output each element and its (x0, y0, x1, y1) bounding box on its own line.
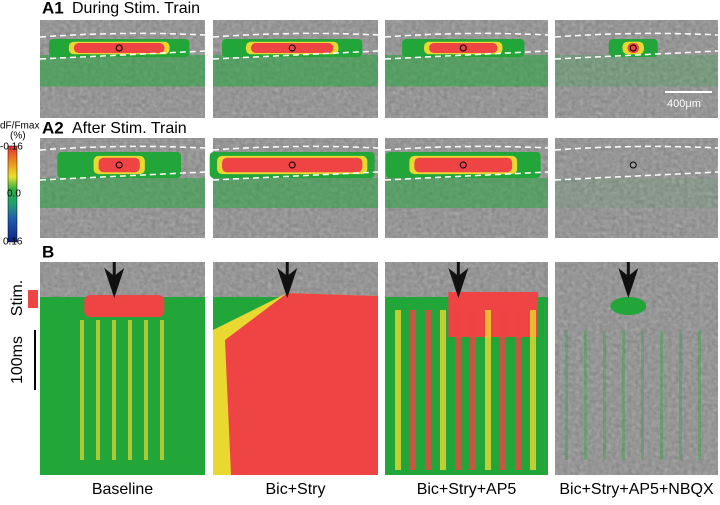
boundary (39, 50, 206, 60)
response-streak (660, 330, 663, 460)
column-label: Bic+Stry (265, 481, 325, 498)
stim-site (629, 44, 637, 52)
boundary (39, 171, 206, 181)
tissue-green (555, 55, 718, 87)
response-red (222, 157, 363, 173)
response-streak (500, 310, 506, 470)
response-streak (80, 320, 84, 460)
response-streak (455, 310, 461, 470)
boundary (212, 50, 379, 60)
boundary (384, 171, 549, 181)
response-red (84, 295, 165, 317)
response-streak (410, 310, 416, 470)
colorbar-tick: 0.0 (7, 189, 21, 200)
response-red (73, 42, 165, 54)
response-streak (622, 330, 625, 460)
boundary (554, 171, 719, 181)
response-red (98, 157, 140, 173)
boundary (554, 50, 719, 60)
colorbar-tick: -0.16 (0, 142, 23, 153)
boundary (212, 145, 379, 151)
image-texture (555, 20, 718, 118)
response-streak (112, 320, 116, 460)
stim-site (629, 161, 637, 169)
response-streak (440, 310, 446, 470)
response-streak (470, 310, 476, 470)
scale-label: 400μm (667, 98, 701, 110)
response-streak (584, 330, 587, 460)
boundary (554, 145, 719, 151)
tissue-green (385, 178, 548, 208)
stim-site (115, 44, 123, 52)
tissue-green (40, 55, 205, 87)
time-label: 100ms (9, 336, 26, 384)
boundary (39, 145, 206, 151)
column-label: Bic+Stry+AP5 (417, 481, 517, 498)
boundary (212, 32, 379, 38)
panels (39, 20, 719, 475)
panel-letter: A2 (42, 118, 64, 137)
stim-marker (28, 290, 38, 308)
stim-site (115, 161, 123, 169)
response-red (627, 42, 639, 54)
boundary (384, 145, 549, 151)
response-red (448, 292, 538, 337)
response-streak (565, 330, 568, 460)
response-green (610, 297, 647, 315)
colorbar-unit: (%) (10, 131, 26, 142)
panel-letter: B (42, 242, 54, 261)
response-streak (698, 330, 701, 460)
response-red (429, 42, 498, 54)
response-red (414, 157, 513, 173)
response-streak (485, 310, 491, 470)
tissue-green (213, 55, 378, 87)
response-streak (425, 310, 431, 470)
column-label: Baseline (92, 481, 153, 498)
tissue-green (213, 178, 378, 208)
response-streak (515, 310, 521, 470)
response-green (40, 297, 205, 475)
panel-title: After Stim. Train (72, 120, 187, 137)
tissue-green (40, 178, 205, 208)
tissue-green (385, 55, 548, 87)
response-red (225, 293, 378, 475)
response-red (250, 42, 334, 54)
panel-title: During Stim. Train (72, 0, 200, 17)
colorbar (7, 145, 18, 243)
colorbar-tick: 0.16 (3, 237, 23, 248)
tissue-green (555, 178, 718, 208)
response-streak (641, 330, 644, 460)
stim-site (288, 161, 296, 169)
response-streak (144, 320, 148, 460)
stim-site (459, 161, 467, 169)
response-streak (603, 330, 606, 460)
image-texture (555, 138, 718, 238)
response-streak (395, 310, 401, 470)
stim-site (288, 44, 296, 52)
stim-site (459, 44, 467, 52)
response-streak (128, 320, 132, 460)
boundary (384, 50, 549, 60)
boundary (384, 32, 549, 38)
stim-label: Stim. (9, 280, 26, 316)
panel-letter: A1 (42, 0, 64, 17)
column-label: Bic+Stry+AP5+NBQX (559, 481, 714, 498)
response-streak (530, 310, 536, 470)
response-streak (96, 320, 100, 460)
boundary (554, 32, 719, 38)
response-streak (160, 320, 164, 460)
boundary (39, 32, 206, 38)
response-streak (679, 330, 682, 460)
image-texture (555, 262, 718, 475)
boundary (212, 171, 379, 181)
colorbar-label: dF/Fmax (0, 121, 39, 132)
